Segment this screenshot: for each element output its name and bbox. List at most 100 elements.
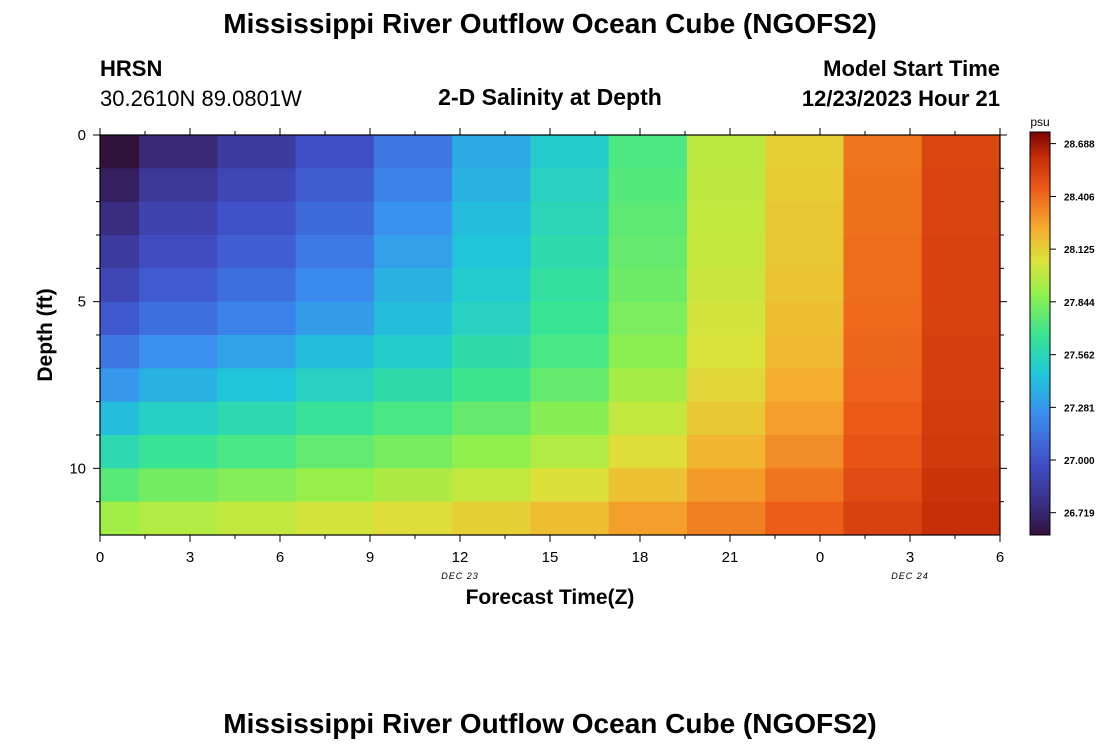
heatmap-cell: [843, 235, 923, 269]
heatmap-cell: [100, 301, 140, 336]
heatmap-cell: [608, 501, 688, 536]
heatmap-cell: [295, 301, 375, 336]
y-tick-label: 5: [78, 294, 86, 311]
heatmap-cell: [530, 401, 610, 436]
x-axis-label: Forecast Time(Z): [466, 586, 635, 609]
heatmap-cell: [217, 301, 297, 336]
heatmap-cell: [530, 468, 610, 503]
x-axis: 0 3 6 9 12 15 18 21 0 3 6: [96, 128, 1004, 566]
heatmap-cell: [373, 235, 453, 269]
heatmap-cell: [295, 135, 375, 169]
heatmap-cell: [100, 401, 140, 436]
heatmap-cell: [921, 135, 1001, 169]
heatmap-cell: [295, 468, 375, 503]
heatmap-cell: [530, 501, 610, 536]
heatmap-cell: [765, 201, 844, 236]
heatmap-cell: [100, 268, 140, 303]
page-title: Mississippi River Outflow Ocean Cube (NG…: [223, 8, 877, 39]
heatmap-cell: [139, 168, 218, 203]
heatmap-cell: [139, 501, 218, 536]
heatmap-cell: [295, 201, 375, 236]
heatmap-cell: [452, 401, 531, 436]
heatmap-cell: [139, 135, 218, 169]
heatmap-cell: [373, 335, 453, 369]
heatmap-cell: [452, 268, 531, 303]
heatmap-cell: [373, 268, 453, 303]
heatmap-cell: [686, 501, 766, 536]
x-date-label: DEC 24: [891, 571, 929, 581]
heatmap-cell: [295, 501, 375, 536]
heatmap-cell: [452, 235, 531, 269]
heatmap-cell: [686, 301, 766, 336]
heatmap-cell: [921, 435, 1001, 469]
model-start-label: Model Start Time: [823, 56, 1000, 81]
heatmap-cell: [765, 368, 844, 403]
heatmap-cell: [100, 168, 140, 203]
heatmap-cell: [530, 301, 610, 336]
heatmap-cell: [139, 235, 218, 269]
heatmap-cell: [373, 135, 453, 169]
heatmap-cell: [765, 335, 844, 369]
heatmap-cell: [608, 201, 688, 236]
heatmap-cell: [765, 435, 844, 469]
colorbar-tick-label: 27.562: [1064, 351, 1095, 362]
x-tick-label: 6: [276, 549, 284, 566]
heatmap-cell: [921, 401, 1001, 436]
heatmap-cell: [452, 201, 531, 236]
heatmap-cell: [139, 301, 218, 336]
y-tick-label: 10: [69, 460, 86, 477]
heatmap-cell: [921, 368, 1001, 403]
x-date-labels: DEC 23 DEC 24: [441, 571, 929, 581]
heatmap-cell: [452, 501, 531, 536]
heatmap-cell: [843, 201, 923, 236]
heatmap-cell: [530, 135, 610, 169]
heatmap-cell: [217, 201, 297, 236]
x-tick-label: 18: [632, 549, 649, 566]
heatmap-cell: [452, 135, 531, 169]
heatmap-cell: [843, 368, 923, 403]
station-coords: 30.2610N 89.0801W: [100, 86, 302, 111]
heatmap-cell: [217, 268, 297, 303]
x-tick-label: 3: [186, 549, 194, 566]
heatmap-cell: [608, 401, 688, 436]
heatmap-cell: [921, 301, 1001, 336]
heatmap-cell: [100, 368, 140, 403]
heatmap-cell: [843, 335, 923, 369]
heatmap-cell: [217, 135, 297, 169]
heatmap-cell: [686, 168, 766, 203]
heatmap-cell: [765, 401, 844, 436]
heatmap-cell: [765, 168, 844, 203]
colorbar-tick-label: 27.844: [1064, 298, 1095, 309]
heatmap-cell: [452, 301, 531, 336]
heatmap-cell: [295, 235, 375, 269]
heatmap-cell: [765, 268, 844, 303]
heatmap-cell: [843, 135, 923, 169]
station-id: HRSN: [100, 56, 163, 81]
heatmap-cell: [843, 401, 923, 436]
y-tick-label: 0: [78, 127, 86, 144]
heatmap-cell: [295, 368, 375, 403]
heatmap-cell: [373, 168, 453, 203]
heatmap-cell: [921, 335, 1001, 369]
heatmap-cell: [530, 268, 610, 303]
colorbar-unit: psu: [1030, 115, 1049, 129]
heatmap-cell: [921, 468, 1001, 503]
heatmap-cell: [373, 468, 453, 503]
heatmap-cell: [217, 368, 297, 403]
heatmap-cell: [530, 368, 610, 403]
colorbar-tick-label: 28.406: [1064, 192, 1095, 203]
heatmap-cell: [686, 468, 766, 503]
heatmap-cell: [100, 501, 140, 536]
heatmap-cell: [217, 435, 297, 469]
heatmap-cell: [843, 268, 923, 303]
heatmap-cell: [530, 168, 610, 203]
heatmap-cell: [921, 168, 1001, 203]
colorbar-tick-label: 26.719: [1064, 509, 1095, 520]
chart-subtitle: 2-D Salinity at Depth: [438, 84, 662, 110]
y-axis: 0 5 10: [69, 127, 1007, 503]
heatmap-cell: [843, 435, 923, 469]
heatmap-cell: [765, 135, 844, 169]
colorbar-ticks: 28.688 28.406 28.125 27.844 27.562 27.281 27.0…: [1050, 140, 1095, 520]
heatmap-cell: [608, 268, 688, 303]
heatmap-cell: [295, 401, 375, 436]
